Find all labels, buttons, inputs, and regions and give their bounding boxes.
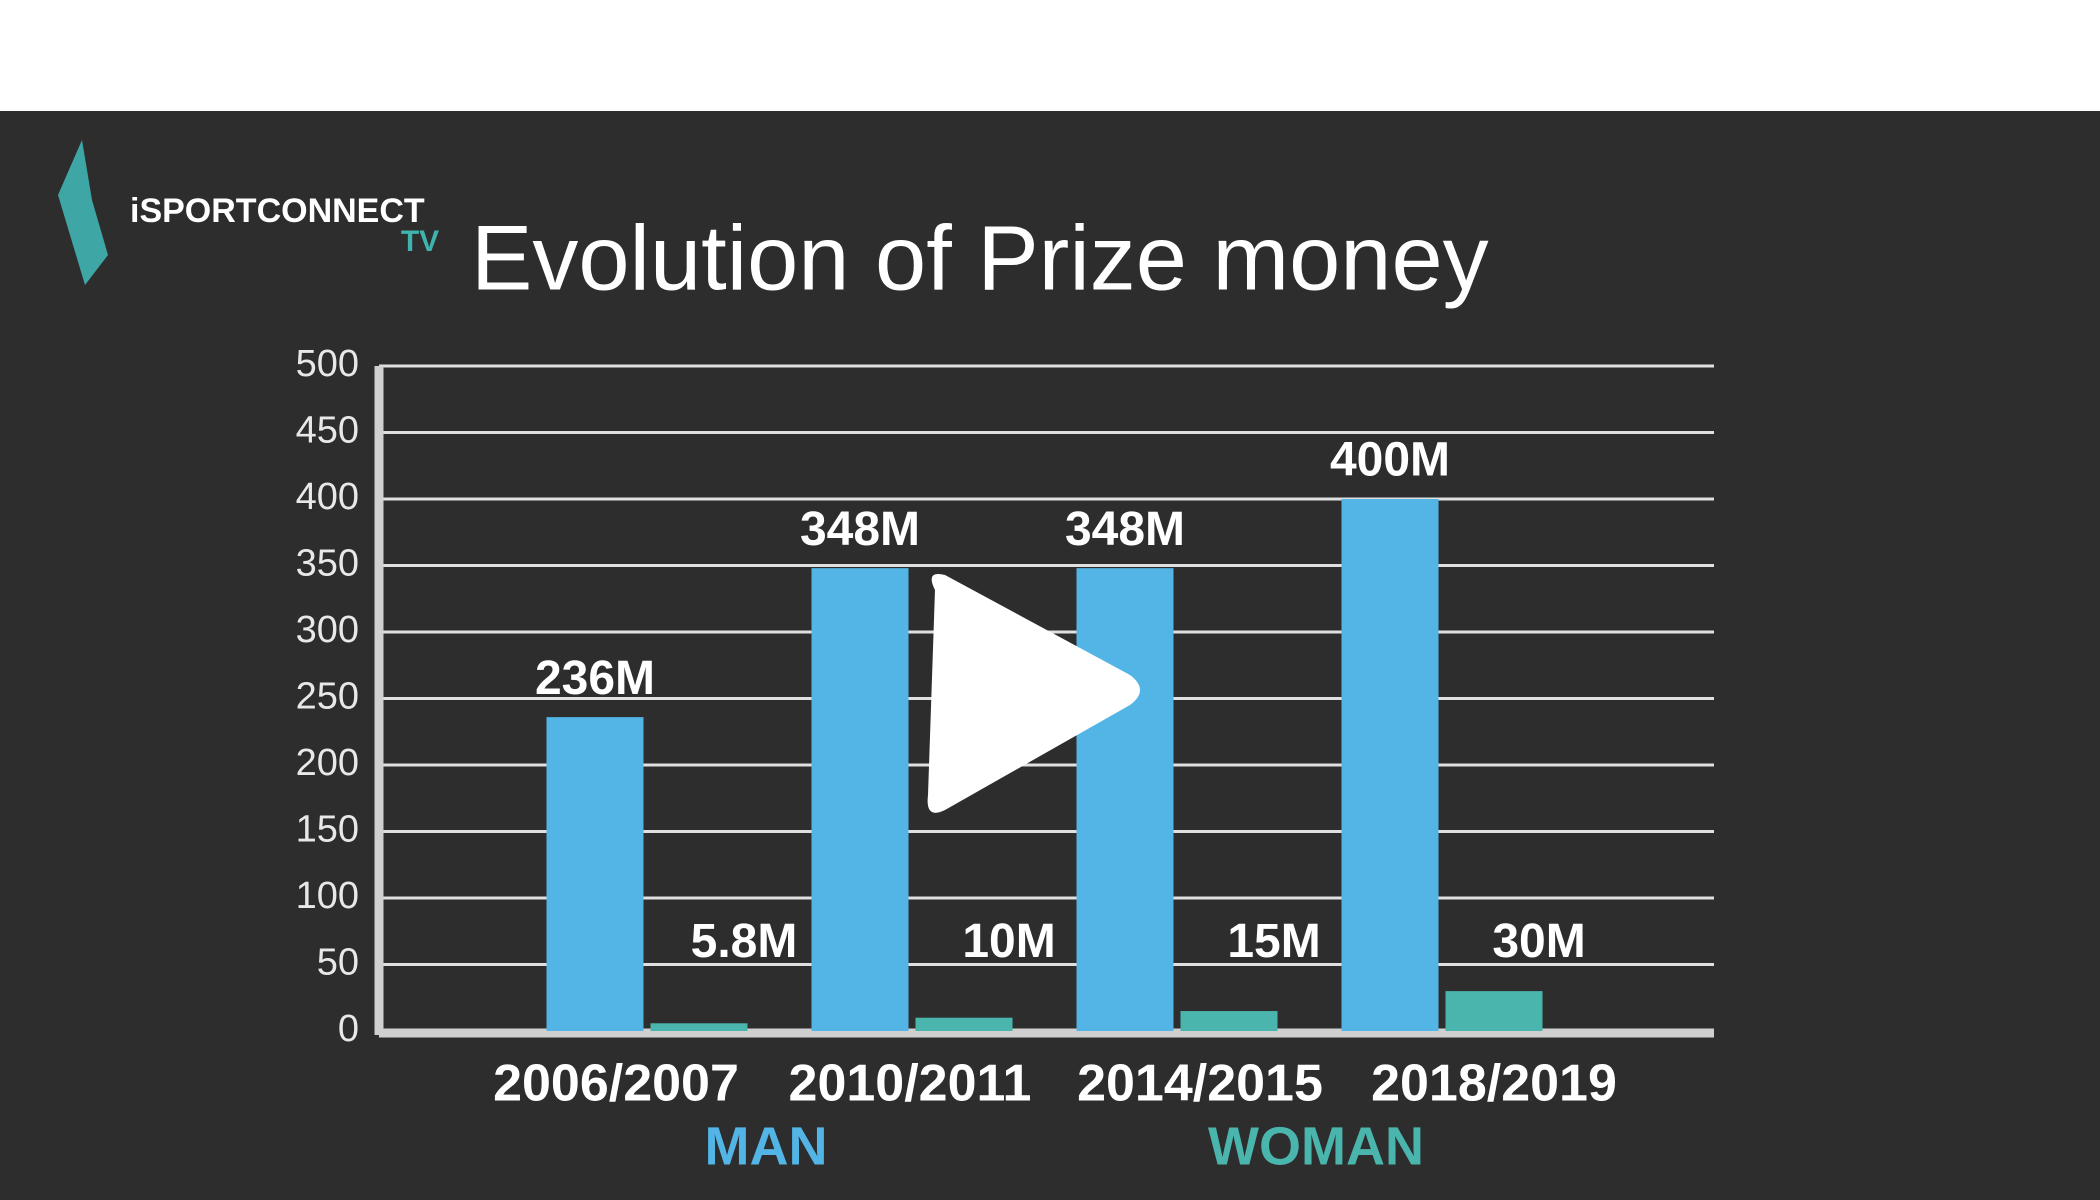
bar <box>811 568 909 1031</box>
y-tick-label: 0 <box>338 1008 359 1050</box>
value-label: 10M <box>962 915 1055 968</box>
logo-icon <box>58 140 108 285</box>
value-label: 400M <box>1330 434 1450 487</box>
y-tick-label: 400 <box>296 476 359 518</box>
logo-sub: TV <box>401 225 439 258</box>
value-label: 348M <box>1065 503 1185 556</box>
bar <box>1445 991 1543 1031</box>
value-label: 236M <box>535 652 655 705</box>
y-tick-label: 500 <box>296 343 359 385</box>
top-bar <box>0 0 2100 111</box>
y-tick-label: 300 <box>296 609 359 651</box>
x-tick-label: 2006/2007 <box>493 1055 739 1113</box>
y-tick-label: 150 <box>296 809 359 851</box>
y-tick-label: 50 <box>317 942 359 984</box>
x-tick-label: 2010/2011 <box>789 1055 1032 1113</box>
bar <box>1341 499 1439 1031</box>
x-tick-label: 2014/2015 <box>1077 1055 1323 1113</box>
plot: 0 50 100 150 200 250 300 350 400 450 500 2006/2007 2… <box>296 343 1714 1176</box>
value-label: 348M <box>800 503 920 556</box>
logo-brand: iSPORTCONNECT <box>130 192 425 230</box>
x-tick-label: 2018/2019 <box>1371 1055 1617 1113</box>
y-tick-label: 100 <box>296 875 359 917</box>
value-label: 5.8M <box>691 915 798 968</box>
value-label: 30M <box>1492 915 1585 968</box>
bar <box>650 1023 748 1031</box>
chart-title: Evolution of Prize money <box>471 207 1489 309</box>
legend-label: MAN <box>705 1116 828 1176</box>
bar <box>1180 1011 1278 1031</box>
bar <box>915 1017 1013 1031</box>
bar <box>546 717 644 1031</box>
legend-label: WOMAN <box>1208 1116 1424 1176</box>
y-tick-label: 200 <box>296 742 359 784</box>
value-label: 15M <box>1227 915 1320 968</box>
play-button[interactable] <box>927 574 1140 813</box>
y-tick-label: 250 <box>296 676 359 718</box>
y-tick-label: 450 <box>296 410 359 452</box>
bar <box>1076 568 1174 1031</box>
y-tick-label: 350 <box>296 543 359 585</box>
